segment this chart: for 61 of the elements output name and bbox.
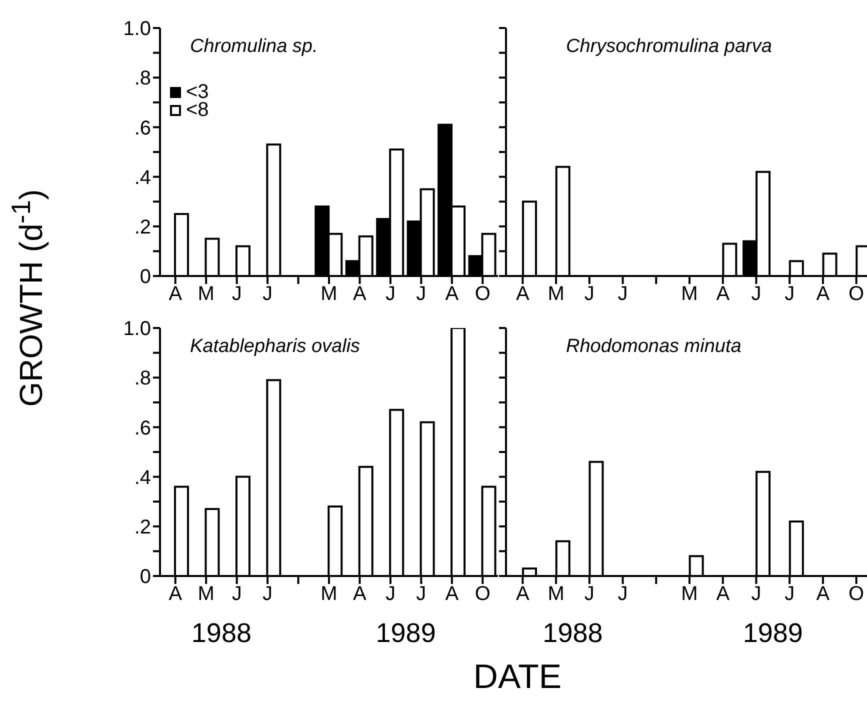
x-tick-label: A <box>516 583 530 606</box>
x-tick-label: J <box>416 283 426 306</box>
x-tick-label: A <box>168 583 183 606</box>
x-tick-label: J <box>751 583 762 606</box>
x-tick-label: A <box>353 283 368 306</box>
x-tick-label: A <box>353 583 368 606</box>
chart-title: Rhodomonas minuta <box>566 336 742 358</box>
x-tick-label: J <box>784 283 795 306</box>
x-tick-label: M <box>320 283 338 306</box>
x-tick-label: J <box>416 583 426 606</box>
x-tick-label: J <box>751 283 762 306</box>
chart-title: Katablepharis ovalis <box>190 336 360 358</box>
y-tick-label: .4 <box>134 166 151 189</box>
y-tick-label: .4 <box>134 466 151 489</box>
x-tick-label: A <box>445 583 460 606</box>
x-tick-label: J <box>385 283 396 306</box>
x-tick-label: M <box>198 283 214 306</box>
text: 1988 <box>190 618 252 649</box>
x-tick-label: M <box>548 583 564 606</box>
x-tick-label: J <box>618 583 628 606</box>
x-tick-label: A <box>816 583 830 606</box>
x-tick-label: O <box>848 583 864 606</box>
y-tick-label: .8 <box>134 68 151 90</box>
x-tick-label: J <box>262 583 273 606</box>
x-tick-label: O <box>474 283 490 306</box>
x-tick-label: A <box>445 283 460 306</box>
chart-title: Chromulina sp. <box>190 36 318 58</box>
x-tick-label: A <box>716 583 730 606</box>
x-tick-label: A <box>168 283 183 306</box>
text: 1989 <box>374 618 437 649</box>
x-tick-label: O <box>848 283 864 306</box>
text: 1988 <box>542 618 604 649</box>
y-tick-label: .6 <box>134 417 151 440</box>
x-tick-label: M <box>681 283 698 306</box>
y-tick-label: .8 <box>134 368 151 390</box>
x-tick-label: A <box>816 283 830 306</box>
x-tick-label: J <box>584 283 594 306</box>
x-tick-label: A <box>516 283 530 306</box>
y-tick-label: 1.0 <box>123 18 151 40</box>
x-tick-label: O <box>474 583 490 606</box>
y-tick-label: 0 <box>140 266 151 288</box>
text: 1989 <box>742 618 804 649</box>
x-tick-label: J <box>262 283 273 306</box>
y-tick-label: .6 <box>134 117 151 140</box>
x-tick-label: J <box>784 583 795 606</box>
x-tick-label: J <box>232 583 242 606</box>
y-tick-label: 0 <box>140 566 151 588</box>
x-tick-label: J <box>618 283 628 306</box>
x-tick-label: J <box>232 283 242 306</box>
x-tick-label: J <box>385 583 396 606</box>
x-tick-label: M <box>548 283 564 306</box>
y-tick-label: .2 <box>134 216 151 238</box>
x-tick-label: J <box>584 583 594 606</box>
x-tick-label: M <box>681 583 698 606</box>
chart-title: Chrysochromulina parva <box>566 36 772 58</box>
x-tick-label: M <box>320 583 338 606</box>
y-tick-label: 1.0 <box>123 318 151 340</box>
x-tick-label: M <box>198 583 214 606</box>
x-tick-label: A <box>716 283 730 306</box>
y-tick-label: .2 <box>134 516 151 538</box>
x-axis-title: DATE <box>472 658 563 697</box>
